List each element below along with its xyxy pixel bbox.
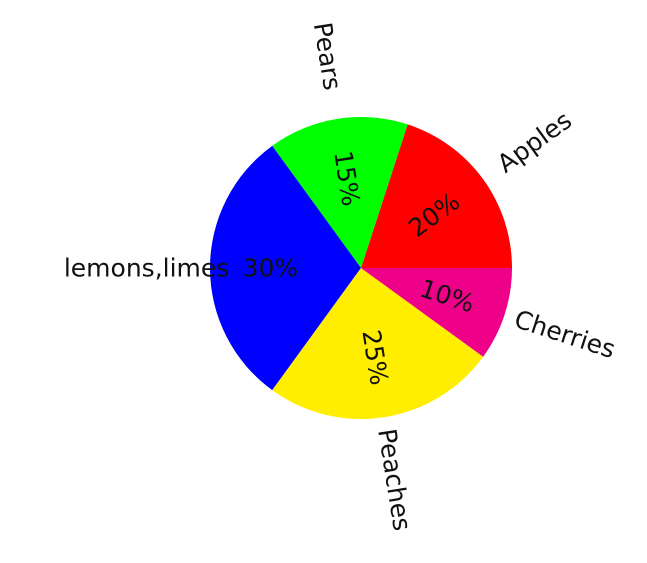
pie-percent-labels: 20%15%30%25%10%: [243, 149, 478, 387]
pie-slice-pears: [272, 117, 408, 268]
pie-label-pears: Pears: [308, 20, 347, 92]
pie-label-peaches: Peaches: [372, 427, 417, 533]
pie-percent-lemons-limes: 30%: [243, 254, 299, 283]
pie-label-cherries: Cherries: [511, 304, 619, 364]
pie-slice-lemons-limes: [210, 145, 361, 391]
pie-slices: [210, 117, 512, 419]
pie-slice-apples: [361, 124, 512, 268]
pie-slice-peaches: [272, 268, 484, 419]
pie-slice-cherries: [361, 268, 512, 357]
pie-label-lemons-limes: lemons,limes: [64, 254, 229, 283]
pie-label-apples: Apples: [492, 105, 577, 178]
